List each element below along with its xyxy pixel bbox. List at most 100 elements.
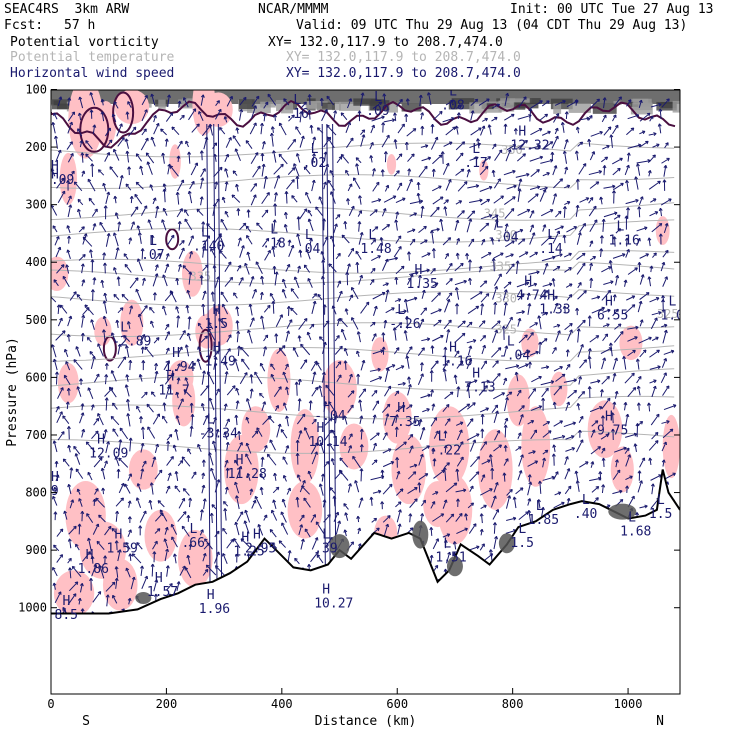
wind-vector (141, 460, 147, 468)
wind-vector (420, 145, 429, 148)
wind-arrowhead (327, 179, 332, 184)
wind-vector (272, 246, 276, 257)
wind-arrowhead (547, 130, 551, 135)
wind-arrowhead (272, 219, 277, 223)
wind-vector (639, 349, 647, 358)
wind-arrowhead (349, 433, 353, 437)
wind-arrowhead (210, 248, 214, 252)
wind-vector (407, 153, 415, 162)
wind-vector (517, 209, 531, 216)
wind-vector (578, 163, 587, 175)
wind-vector (529, 322, 538, 328)
wind-vector (284, 445, 289, 454)
wind-arrowhead (100, 111, 105, 115)
wind-vector (529, 210, 535, 219)
wind-arrowhead (134, 277, 139, 281)
wind-vector (530, 169, 540, 177)
wind-vector (260, 123, 263, 135)
wind-vector (529, 351, 539, 356)
wind-arrowhead (378, 101, 383, 106)
wind-vector (431, 230, 434, 244)
wind-vector (612, 253, 626, 259)
wind-vector (504, 417, 508, 425)
wind-vector (105, 191, 110, 204)
wind-arrowhead (359, 232, 364, 236)
theta-contour (51, 174, 675, 189)
wind-vector (333, 110, 337, 120)
wind-arrowhead (134, 193, 138, 198)
y-axis-label: Pressure (hPa) (5, 337, 20, 447)
wind-arrowhead (355, 261, 360, 266)
extrema-marker: H (97, 433, 105, 448)
wind-arrowhead (395, 211, 400, 215)
wind-vector (67, 121, 73, 134)
wind-arrowhead (355, 163, 359, 167)
wind-arrowhead (271, 246, 276, 251)
wind-arrowhead (92, 277, 97, 281)
extrema-marker: H (253, 528, 261, 543)
wind-arrowhead (657, 365, 661, 370)
wind-arrowhead (307, 109, 312, 114)
y-tick-label: 100 (25, 83, 47, 97)
wind-arrowhead (545, 387, 549, 392)
wind-vector (330, 235, 336, 247)
pv-fill-region (610, 446, 634, 493)
wind-arrowhead (440, 151, 445, 155)
wind-arrowhead (577, 429, 582, 433)
wind-vector (577, 141, 583, 147)
wind-arrowhead (653, 379, 657, 384)
extrema-value: .07 (141, 248, 164, 263)
wind-vector (589, 98, 600, 109)
wind-vector (219, 250, 227, 259)
wind-arrowhead (274, 192, 278, 196)
wind-vector (456, 238, 460, 245)
wind-arrowhead (639, 420, 644, 425)
wind-vector (602, 219, 605, 232)
wind-vector (177, 155, 180, 162)
wind-arrowhead (566, 184, 571, 189)
wind-vector (103, 252, 105, 260)
wind-arrowhead (125, 150, 130, 155)
wind-vector (270, 374, 276, 382)
wind-vector (283, 98, 290, 106)
wind-vector (190, 426, 193, 437)
wind-arrowhead (574, 470, 579, 474)
stratosphere-patch (529, 98, 541, 105)
wind-vector (271, 133, 274, 147)
wind-vector (55, 330, 66, 341)
wind-arrowhead (215, 428, 220, 433)
pv-fill-region (386, 153, 397, 175)
stratosphere-patch (509, 98, 532, 105)
wind-arrowhead (306, 331, 311, 336)
pv-fill-region (241, 406, 271, 453)
wind-vector (335, 415, 338, 424)
wind-vector (215, 388, 220, 396)
stratosphere-patch (247, 103, 271, 114)
wind-vector (590, 446, 601, 455)
wind-arrowhead (99, 221, 103, 226)
wind-vector (407, 471, 417, 480)
wind-arrowhead (498, 273, 502, 277)
wind-vector (432, 196, 444, 205)
wind-vector (515, 173, 530, 178)
wind-arrowhead (300, 343, 304, 348)
pv-fill-region (169, 144, 181, 179)
wind-vector (660, 262, 665, 272)
wind-arrowhead (154, 370, 159, 375)
wind-arrowhead (439, 110, 443, 115)
wind-arrowhead (192, 108, 197, 112)
extrema-value: 11.28 (228, 467, 267, 482)
wind-arrowhead (488, 252, 492, 256)
wind-arrowhead (298, 430, 303, 434)
wind-arrowhead (147, 426, 151, 430)
wind-arrowhead (624, 237, 629, 241)
wind-vector (113, 232, 119, 247)
wind-vector (648, 237, 651, 247)
wind-arrowhead (290, 288, 295, 292)
wind-arrowhead (254, 430, 259, 435)
wind-vector (529, 232, 535, 245)
theta-contour-label: 350 (501, 143, 523, 157)
wind-arrowhead (224, 459, 229, 464)
wind-arrowhead (188, 271, 193, 275)
wind-arrowhead (166, 347, 170, 352)
